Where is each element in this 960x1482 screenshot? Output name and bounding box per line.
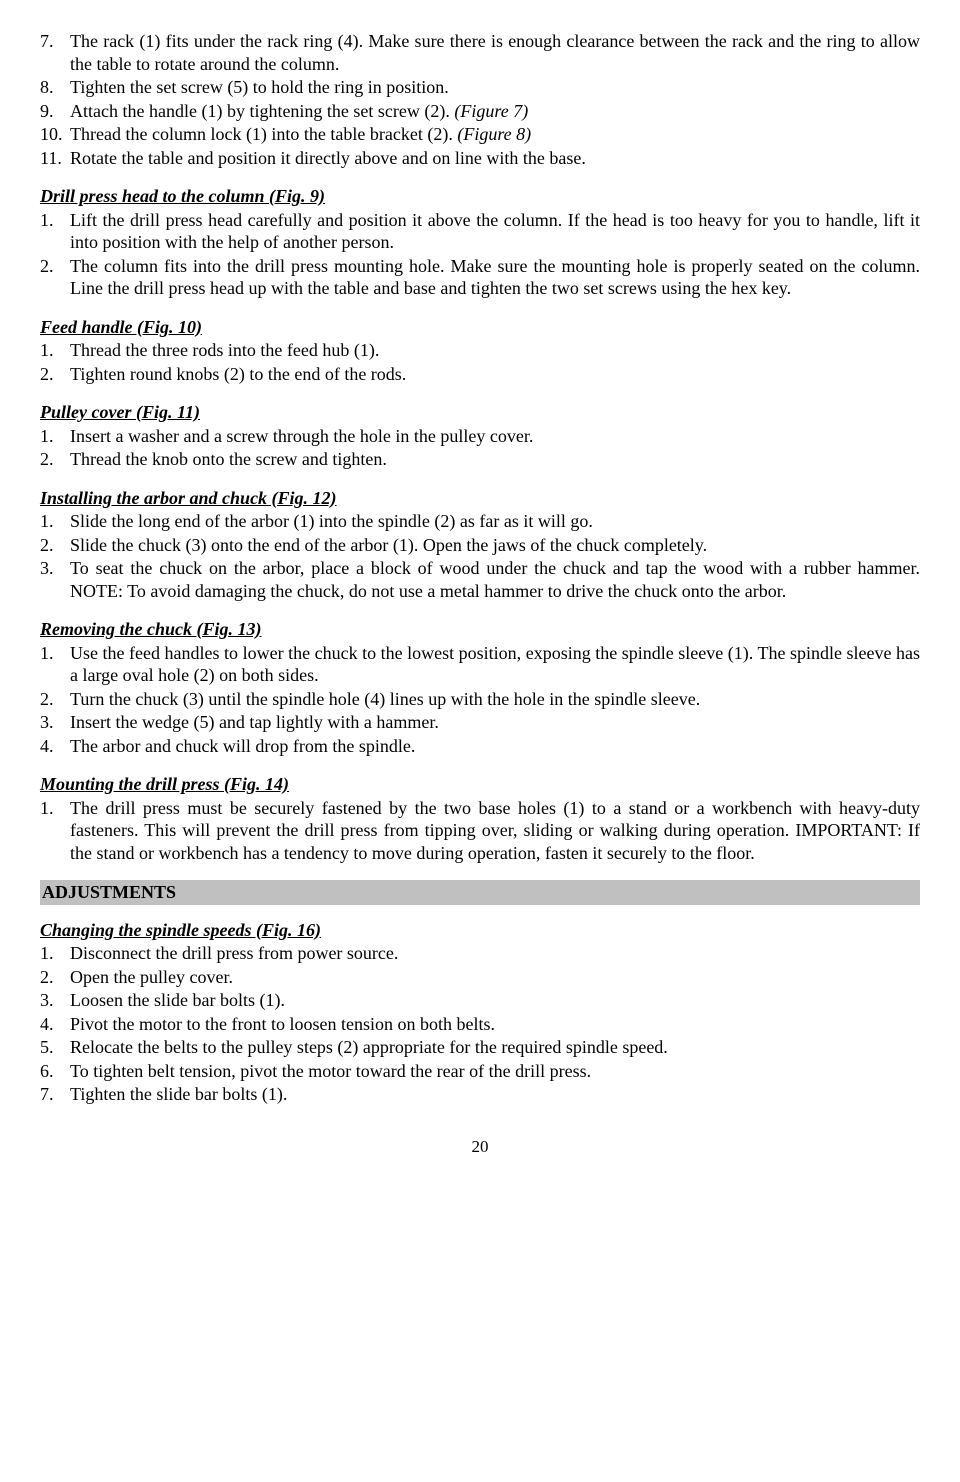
adjustments-heading: ADJUSTMENTS xyxy=(40,880,920,905)
list-item: 10.Thread the column lock (1) into the t… xyxy=(40,123,920,146)
list-number: 11. xyxy=(40,147,70,170)
section-title: Feed handle (Fig. 10) xyxy=(40,316,920,339)
list-number: 5. xyxy=(40,1036,70,1059)
list-text: Attach the handle (1) by tightening the … xyxy=(70,100,920,123)
list-item: 3.To seat the chuck on the arbor, place … xyxy=(40,557,920,602)
list-text: The column fits into the drill press mou… xyxy=(70,255,920,300)
list-number: 2. xyxy=(40,966,70,989)
section-title: Removing the chuck (Fig. 13) xyxy=(40,618,920,641)
list-text: Open the pulley cover. xyxy=(70,966,920,989)
page-number: 20 xyxy=(40,1136,920,1157)
list-text: Thread the column lock (1) into the tabl… xyxy=(70,123,920,146)
after-sections-container: Changing the spindle speeds (Fig. 16)1.D… xyxy=(40,919,920,1106)
list-number: 1. xyxy=(40,942,70,965)
section-list: 1.Insert a washer and a screw through th… xyxy=(40,425,920,471)
list-text: Tighten the slide bar bolts (1). xyxy=(70,1083,920,1106)
section-title: Mounting the drill press (Fig. 14) xyxy=(40,773,920,796)
section-list: 1.Disconnect the drill press from power … xyxy=(40,942,920,1106)
list-number: 9. xyxy=(40,100,70,123)
sections-container: Drill press head to the column (Fig. 9)1… xyxy=(40,185,920,864)
list-text: Rotate the table and position it directl… xyxy=(70,147,920,170)
list-number: 4. xyxy=(40,1013,70,1036)
list-item: 6.To tighten belt tension, pivot the mot… xyxy=(40,1060,920,1083)
list-item: 1.Thread the three rods into the feed hu… xyxy=(40,339,920,362)
list-text: Thread the knob onto the screw and tight… xyxy=(70,448,920,471)
list-text: Insert a washer and a screw through the … xyxy=(70,425,920,448)
top-list: 7.The rack (1) fits under the rack ring … xyxy=(40,30,920,169)
section-title: Drill press head to the column (Fig. 9) xyxy=(40,185,920,208)
list-item: 4.The arbor and chuck will drop from the… xyxy=(40,735,920,758)
list-number: 3. xyxy=(40,711,70,734)
list-item: 1.Slide the long end of the arbor (1) in… xyxy=(40,510,920,533)
list-text: The arbor and chuck will drop from the s… xyxy=(70,735,920,758)
section-list: 1.Lift the drill press head carefully an… xyxy=(40,209,920,300)
list-number: 3. xyxy=(40,557,70,602)
section-list: 1.Thread the three rods into the feed hu… xyxy=(40,339,920,385)
list-item: 7.Tighten the slide bar bolts (1). xyxy=(40,1083,920,1106)
list-number: 1. xyxy=(40,425,70,448)
list-number: 2. xyxy=(40,255,70,300)
list-item: 9.Attach the handle (1) by tightening th… xyxy=(40,100,920,123)
section-title: Installing the arbor and chuck (Fig. 12) xyxy=(40,487,920,510)
list-item: 5.Relocate the belts to the pulley steps… xyxy=(40,1036,920,1059)
list-number: 1. xyxy=(40,642,70,687)
list-item: 2.Open the pulley cover. xyxy=(40,966,920,989)
section-list: 1.Slide the long end of the arbor (1) in… xyxy=(40,510,920,602)
list-number: 1. xyxy=(40,339,70,362)
list-number: 2. xyxy=(40,363,70,386)
list-number: 1. xyxy=(40,510,70,533)
list-number: 3. xyxy=(40,989,70,1012)
list-number: 1. xyxy=(40,797,70,865)
list-number: 2. xyxy=(40,534,70,557)
list-item: 2.Slide the chuck (3) onto the end of th… xyxy=(40,534,920,557)
list-number: 7. xyxy=(40,1083,70,1106)
list-text: Pivot the motor to the front to loosen t… xyxy=(70,1013,920,1036)
list-item: 1.Disconnect the drill press from power … xyxy=(40,942,920,965)
list-text: Relocate the belts to the pulley steps (… xyxy=(70,1036,920,1059)
list-number: 1. xyxy=(40,209,70,254)
list-text: Slide the chuck (3) onto the end of the … xyxy=(70,534,920,557)
list-number: 6. xyxy=(40,1060,70,1083)
list-text: The rack (1) fits under the rack ring (4… xyxy=(70,30,920,75)
list-text: Lift the drill press head carefully and … xyxy=(70,209,920,254)
list-item: 1.Insert a washer and a screw through th… xyxy=(40,425,920,448)
list-number: 10. xyxy=(40,123,70,146)
list-number: 4. xyxy=(40,735,70,758)
list-number: 2. xyxy=(40,448,70,471)
section-title: Pulley cover (Fig. 11) xyxy=(40,401,920,424)
list-text: Loosen the slide bar bolts (1). xyxy=(70,989,920,1012)
list-text: Use the feed handles to lower the chuck … xyxy=(70,642,920,687)
list-text: To tighten belt tension, pivot the motor… xyxy=(70,1060,920,1083)
section-list: 1.The drill press must be securely faste… xyxy=(40,797,920,865)
list-item: 1.Use the feed handles to lower the chuc… xyxy=(40,642,920,687)
list-item: 2.Turn the chuck (3) until the spindle h… xyxy=(40,688,920,711)
list-text: Thread the three rods into the feed hub … xyxy=(70,339,920,362)
list-text: Tighten the set screw (5) to hold the ri… xyxy=(70,76,920,99)
list-item: 2.The column fits into the drill press m… xyxy=(40,255,920,300)
list-item: 4.Pivot the motor to the front to loosen… xyxy=(40,1013,920,1036)
section-title: Changing the spindle speeds (Fig. 16) xyxy=(40,919,920,942)
list-number: 2. xyxy=(40,688,70,711)
list-item: 7.The rack (1) fits under the rack ring … xyxy=(40,30,920,75)
list-item: 2.Tighten round knobs (2) to the end of … xyxy=(40,363,920,386)
list-text: Disconnect the drill press from power so… xyxy=(70,942,920,965)
section-list: 1.Use the feed handles to lower the chuc… xyxy=(40,642,920,758)
list-text: To seat the chuck on the arbor, place a … xyxy=(70,557,920,602)
list-text: Tighten round knobs (2) to the end of th… xyxy=(70,363,920,386)
list-text: Slide the long end of the arbor (1) into… xyxy=(70,510,920,533)
list-item: 2.Thread the knob onto the screw and tig… xyxy=(40,448,920,471)
list-text: Insert the wedge (5) and tap lightly wit… xyxy=(70,711,920,734)
list-item: 8.Tighten the set screw (5) to hold the … xyxy=(40,76,920,99)
list-item: 1.The drill press must be securely faste… xyxy=(40,797,920,865)
list-number: 8. xyxy=(40,76,70,99)
list-item: 3.Insert the wedge (5) and tap lightly w… xyxy=(40,711,920,734)
list-text: Turn the chuck (3) until the spindle hol… xyxy=(70,688,920,711)
list-number: 7. xyxy=(40,30,70,75)
list-item: 1.Lift the drill press head carefully an… xyxy=(40,209,920,254)
list-text: The drill press must be securely fastene… xyxy=(70,797,920,865)
list-item: 11.Rotate the table and position it dire… xyxy=(40,147,920,170)
list-item: 3.Loosen the slide bar bolts (1). xyxy=(40,989,920,1012)
